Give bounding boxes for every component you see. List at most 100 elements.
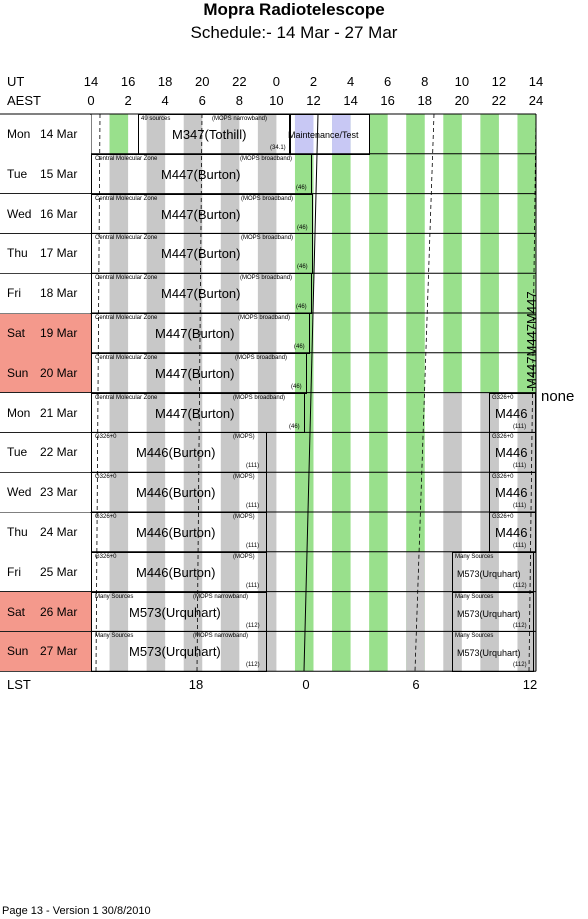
- green-stripe: [369, 551, 388, 592]
- day-name: Wed: [7, 485, 32, 500]
- block-number: (112): [513, 622, 527, 629]
- gray-stripe: [183, 233, 203, 274]
- gray-stripe: [220, 114, 240, 154]
- gray-stripe: [109, 313, 129, 353]
- day-name: Fri: [7, 564, 21, 579]
- block-source: G326+0: [95, 553, 117, 560]
- gray-stripe: [146, 193, 166, 234]
- block-project: M447(Burton): [155, 405, 235, 421]
- block-number: (111): [513, 503, 527, 510]
- block-project: M573(Urquhart): [457, 568, 521, 579]
- dashed-guide: [528, 113, 537, 672]
- day-name: Mon: [7, 405, 31, 420]
- block-mode: (MOPS): [233, 553, 255, 560]
- gray-stripe: [257, 233, 277, 274]
- day-label: Tue 15 Mar: [0, 154, 91, 194]
- aest-tick: 18: [417, 93, 432, 108]
- gray-stripe: [220, 631, 240, 672]
- green-stripe: [443, 193, 462, 234]
- page-title: Mopra Radiotelescope: [203, 0, 385, 19]
- block-source: G326+0: [492, 394, 514, 401]
- gray-stripe: [109, 352, 129, 393]
- green-stripe: [369, 193, 388, 234]
- green-stripe: [294, 432, 314, 473]
- gray-stripe: [183, 432, 203, 473]
- aest-tick: 22: [491, 93, 507, 108]
- green-stripe: [406, 193, 425, 234]
- ut-tick: 12: [491, 74, 507, 89]
- ut-tick: 8: [421, 74, 429, 89]
- day-label: Wed 16 Mar: [0, 194, 91, 234]
- block-number: (111): [246, 543, 260, 549]
- green-stripe: [480, 352, 499, 393]
- green-stripe: [480, 273, 499, 313]
- green-stripe: [517, 153, 536, 194]
- block-source: Central Molecular Zone: [95, 235, 158, 242]
- block-project: M446: [495, 485, 528, 501]
- aest-tick: 2: [124, 93, 132, 108]
- gray-stripe: [257, 352, 277, 393]
- block-mode: (MOPS): [233, 514, 255, 520]
- lst-label: LST: [7, 677, 31, 692]
- green-stripe: [406, 313, 425, 353]
- day-date: 16 Mar: [40, 206, 78, 221]
- block-number: (112): [513, 662, 527, 669]
- green-stripe: [480, 153, 499, 194]
- day-date: 25 Mar: [40, 564, 78, 579]
- block-number: (111): [246, 463, 260, 470]
- gray-stripe: [146, 273, 166, 313]
- green-stripe: [109, 114, 129, 154]
- gray-stripe: [109, 551, 129, 592]
- green-stripe: [369, 313, 388, 353]
- block-project: M447(Burton): [161, 286, 241, 302]
- lst-tick: 12: [522, 677, 538, 692]
- green-stripe: [369, 273, 388, 313]
- gray-stripe: [406, 551, 425, 592]
- green-stripe: [369, 233, 388, 274]
- block-source: Many Sources: [455, 593, 494, 600]
- gray-stripe: [220, 392, 240, 433]
- block-project: M446(Burton): [136, 485, 216, 501]
- green-stripe: [406, 432, 425, 473]
- green-stripe: [443, 313, 462, 353]
- block-source: 49 sources: [141, 116, 171, 122]
- gray-stripe: [257, 631, 277, 672]
- green-stripe: [517, 233, 536, 274]
- gray-stripe: [517, 631, 536, 672]
- green-stripe: [332, 551, 351, 592]
- day-label: Mon 21 Mar: [0, 393, 91, 433]
- ut-tick: 10: [454, 74, 470, 89]
- block-source: G326+0: [492, 434, 514, 441]
- vertical-project-label: M447M447M447: [524, 291, 539, 389]
- block-source: G326+0: [95, 434, 117, 441]
- ut-tick: 2: [309, 74, 318, 89]
- green-stripe: [332, 313, 351, 353]
- aest-tick: 6: [198, 93, 206, 108]
- block-source: G326+0: [95, 514, 117, 520]
- aest-label: AEST: [7, 93, 41, 108]
- gray-stripe: [517, 591, 536, 632]
- green-stripe: [332, 631, 351, 672]
- green-stripe: [443, 273, 462, 313]
- aest-tick: 4: [161, 93, 169, 108]
- green-stripe: [332, 591, 351, 632]
- day-name: Sat: [7, 326, 26, 340]
- day-date: 14 Mar: [40, 127, 78, 141]
- gray-stripe: [517, 512, 536, 552]
- aest-tick: 10: [269, 93, 284, 108]
- gray-stripe: [146, 432, 166, 473]
- green-stripe: [406, 392, 425, 433]
- gray-stripe: [146, 472, 166, 512]
- page-subtitle: Schedule:- 14 Mar - 27 Mar: [190, 23, 398, 42]
- day-label: Wed 23 Mar: [0, 472, 91, 512]
- observing-block: [91, 631, 267, 673]
- gray-stripe: [146, 233, 166, 274]
- day-label: Sun 27 Mar: [0, 631, 91, 671]
- observing-block: [452, 631, 534, 673]
- gray-stripe: [146, 392, 166, 433]
- block-source: Central Molecular Zone: [95, 275, 158, 282]
- green-stripe: [517, 114, 536, 154]
- block-project: M447(Burton): [161, 246, 241, 262]
- green-stripe: [369, 631, 388, 672]
- gray-stripe: [517, 551, 536, 592]
